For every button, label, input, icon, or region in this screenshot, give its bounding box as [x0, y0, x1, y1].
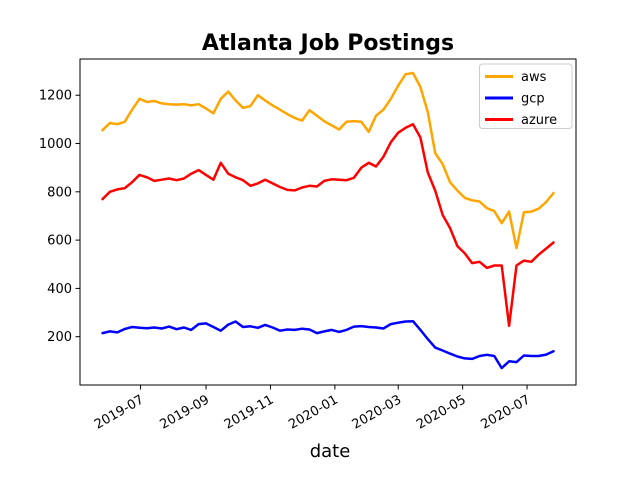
- y-tick-label: 1200: [39, 89, 72, 104]
- plot-area: [79, 58, 577, 386]
- azure-line: [101, 122, 555, 328]
- chart-title: Atlanta Job Postings: [202, 31, 454, 56]
- y-axis: 200 400 600 800 1000 1200: [39, 89, 80, 345]
- series-lines: [101, 71, 555, 370]
- legend-label-aws: aws: [521, 70, 547, 85]
- aws-line: [101, 71, 555, 250]
- gcp-line: [101, 319, 555, 370]
- y-tick-label: 1000: [39, 137, 72, 152]
- legend-box: [479, 63, 573, 129]
- y-tick-label: 600: [47, 234, 72, 249]
- legend-entry-gcp: gcp: [485, 92, 545, 107]
- legend-entry-aws: aws: [485, 70, 547, 85]
- y-tick-label: 400: [47, 282, 72, 297]
- legend-entry-azure: azure: [485, 113, 557, 128]
- legend-label-gcp: gcp: [521, 92, 545, 107]
- y-tick-label: 200: [47, 330, 72, 345]
- legend-label-azure: azure: [521, 113, 557, 128]
- x-axis-label: date: [310, 441, 351, 462]
- y-tick-label: 800: [47, 185, 72, 200]
- legend: aws gcp azure: [479, 63, 573, 129]
